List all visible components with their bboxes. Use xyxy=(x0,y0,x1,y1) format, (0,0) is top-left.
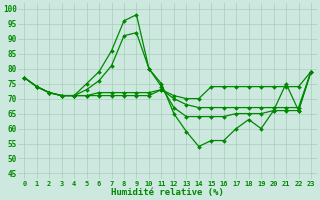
X-axis label: Humidité relative (%): Humidité relative (%) xyxy=(111,188,224,197)
